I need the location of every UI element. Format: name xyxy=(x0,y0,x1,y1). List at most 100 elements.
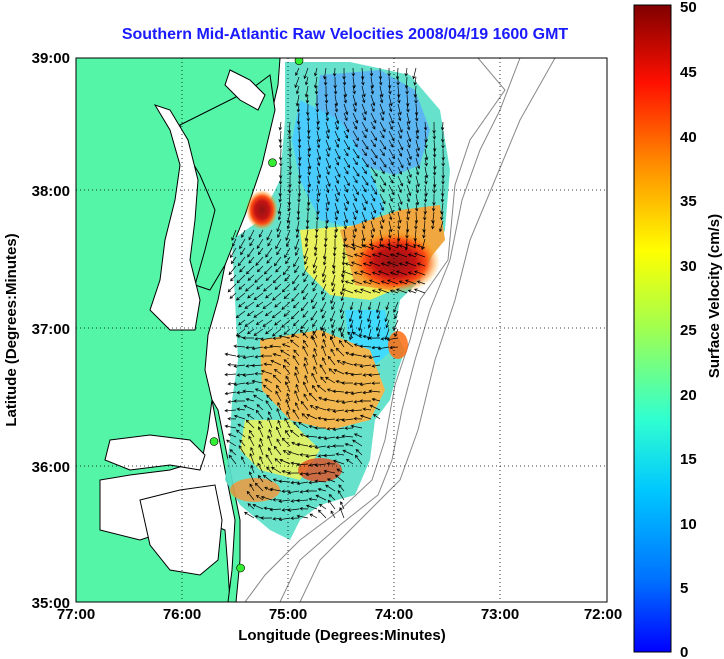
velocity-arrow xyxy=(440,121,445,131)
velocity-arrow xyxy=(275,426,282,438)
velocity-arrow xyxy=(286,410,291,420)
velocity-arrow xyxy=(369,67,374,77)
velocity-arrow xyxy=(256,238,264,250)
velocity-arrow xyxy=(371,289,381,294)
velocity-arrow xyxy=(325,166,330,176)
velocity-arrow xyxy=(296,498,309,503)
velocity-arrow xyxy=(387,243,399,249)
velocity-arrow xyxy=(275,390,282,402)
velocity-arrow xyxy=(269,507,282,512)
velocity-arrow xyxy=(342,76,347,86)
velocity-arrow xyxy=(325,130,330,140)
velocity-arrow xyxy=(424,166,429,179)
velocity-arrow xyxy=(313,265,318,275)
velocity-arrow xyxy=(253,310,264,318)
velocity-arrow xyxy=(307,139,312,152)
velocity-arrow xyxy=(351,331,363,339)
velocity-arrow xyxy=(253,394,264,402)
velocity-arrow xyxy=(317,435,327,440)
velocity-arrow xyxy=(247,292,255,299)
velocity-arrow xyxy=(245,419,255,429)
velocity-arrow xyxy=(287,202,291,212)
velocity-vectors xyxy=(224,67,445,522)
velocity-arrow xyxy=(334,166,341,178)
velocity-arrow xyxy=(281,301,291,310)
velocity-arrow xyxy=(304,374,309,384)
velocity-arrow xyxy=(302,292,309,300)
velocity-arrow xyxy=(297,130,302,143)
velocity-arrow xyxy=(397,202,402,212)
velocity-arrow xyxy=(231,229,237,241)
velocity-arrow xyxy=(370,211,375,221)
velocity-arrow xyxy=(288,184,292,194)
velocity-hotspot-coast xyxy=(246,190,278,230)
velocity-arrow xyxy=(293,421,300,429)
velocity-arrow xyxy=(369,243,381,249)
velocity-arrow xyxy=(238,319,246,326)
velocity-arrow xyxy=(250,446,255,456)
velocity-arrow xyxy=(251,346,264,351)
velocity-arrow xyxy=(240,247,246,256)
velocity-arrow xyxy=(307,184,311,194)
velocity-arrow xyxy=(361,184,367,193)
grid-lines xyxy=(76,58,607,602)
velocity-arrow xyxy=(388,220,393,233)
velocity-arrow xyxy=(232,238,237,247)
velocity-arrow xyxy=(297,139,302,149)
velocity-arrow xyxy=(432,148,437,158)
velocity-arrow xyxy=(397,139,404,151)
velocity-arrow xyxy=(398,244,408,249)
velocity-arrow xyxy=(424,148,429,161)
velocity-arrow xyxy=(339,301,345,314)
colorbar-tick-label: 0 xyxy=(680,644,688,659)
velocity-arrow xyxy=(325,103,330,116)
x-tick-label: 73:00 xyxy=(481,606,519,623)
velocity-arrow xyxy=(370,130,378,142)
velocity-arrow xyxy=(371,253,381,258)
velocity-arrow xyxy=(352,193,358,202)
radar-station-marker xyxy=(209,437,219,446)
velocity-arrow xyxy=(295,220,300,233)
velocity-arrow xyxy=(308,444,318,449)
velocity-arrow xyxy=(277,419,282,429)
velocity-arrow xyxy=(423,121,428,131)
velocity-arrow xyxy=(424,157,428,167)
velocity-arrow xyxy=(334,130,340,142)
velocity-arrow xyxy=(388,229,392,239)
velocity-arrow xyxy=(352,211,357,221)
velocity-arrow xyxy=(243,404,255,411)
colorbar-tick-label: 10 xyxy=(680,516,697,533)
velocity-arrow xyxy=(302,381,309,393)
colorbar: 50 45 40 35 30 25 20 15 10 5 0 Surface V… xyxy=(633,0,723,659)
velocity-arrow xyxy=(263,265,273,275)
velocity-arrow xyxy=(368,389,381,393)
velocity-arrow xyxy=(268,447,273,456)
velocity-arrow xyxy=(257,474,264,483)
velocity-arrow xyxy=(350,372,363,377)
velocity-arrow xyxy=(331,256,336,269)
velocity-arrow xyxy=(353,382,363,386)
velocity-arrow xyxy=(300,400,309,411)
velocity-arrow xyxy=(370,103,375,113)
velocity-arrow xyxy=(322,357,327,366)
velocity-arrow xyxy=(304,238,309,248)
velocity-arrow xyxy=(340,292,345,302)
velocity-arrow xyxy=(293,283,300,291)
velocity-arrow xyxy=(248,435,255,447)
velocity-arrow xyxy=(228,454,237,465)
velocity-arrow xyxy=(290,461,300,465)
velocity-arrow xyxy=(274,319,282,326)
velocity-arrow xyxy=(296,112,301,125)
velocity-arrow xyxy=(297,122,301,131)
velocity-arrow xyxy=(406,193,411,203)
velocity-arrow xyxy=(347,331,354,339)
velocity-arrow xyxy=(250,464,255,474)
velocity-arrow xyxy=(296,202,301,215)
velocity-arrow xyxy=(295,383,300,393)
velocity-arrow xyxy=(330,292,336,304)
velocity-arrow xyxy=(362,354,372,359)
velocity-arrow xyxy=(293,349,300,357)
velocity-arrow xyxy=(284,417,291,429)
velocity-arrow xyxy=(334,202,340,215)
velocity-arrow xyxy=(270,466,282,474)
